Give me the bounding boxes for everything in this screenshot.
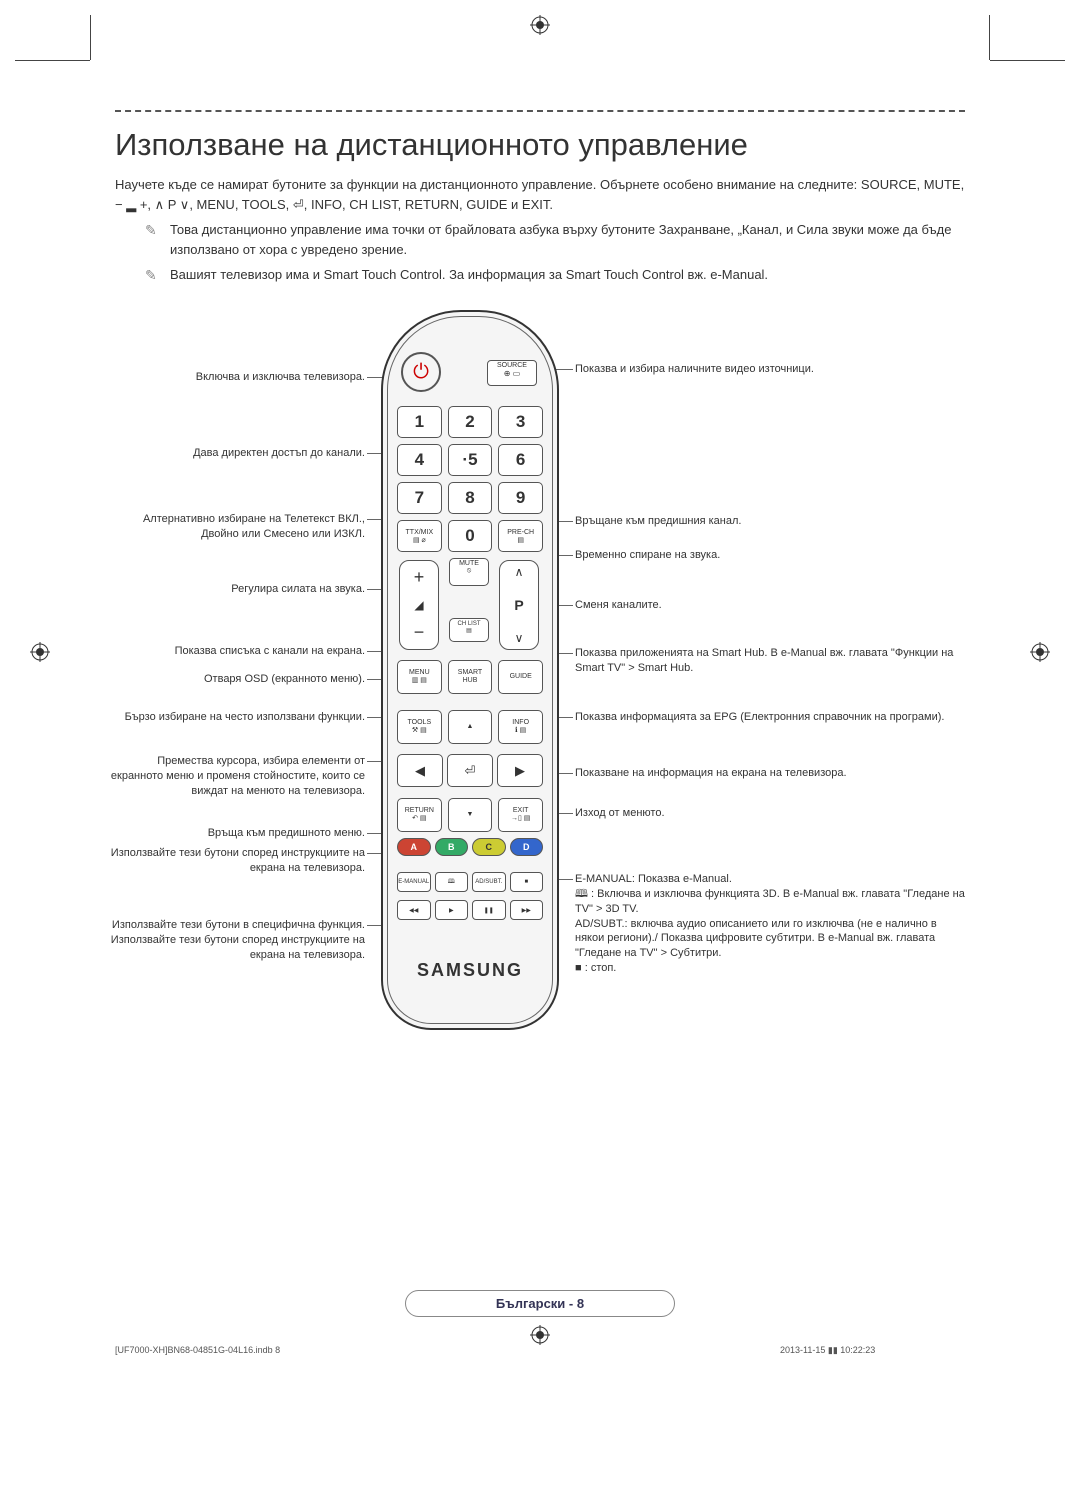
menu-button: MENU▥ ▤ [397, 660, 442, 694]
callout-chlist: Показва списъка с канали на екрана. [105, 644, 365, 659]
callout-source: Показва и избира наличните видео източни… [575, 362, 965, 377]
crop-mark [990, 60, 1065, 61]
callout-volume: Регулира силата на звука. [105, 582, 365, 597]
callout-exit: Изход от менюто. [575, 806, 965, 821]
crop-mark [970, 15, 990, 60]
power-button: ⏻ [401, 352, 441, 392]
num-4: 4 [397, 444, 442, 476]
bullet-1: Това дистанционно управление има точки о… [115, 220, 965, 259]
remote-control: ⏻ SOURCE⊕ ▭ 1 2 3 4 ·5 6 7 8 9 TTX/MIX▤ … [381, 310, 559, 1030]
emanual-button: E-MANUAL [397, 872, 431, 892]
button-d: D [510, 838, 544, 856]
number-pad: 1 2 3 4 ·5 6 7 8 9 TTX/MIX▤ ⌀ 0 PRE-CH▤ [397, 406, 543, 552]
callout-info: Показване на информация на екрана на тел… [575, 766, 965, 781]
num-2: 2 [448, 406, 493, 438]
pause-button: ❚❚ [472, 900, 506, 920]
num-3: 3 [498, 406, 543, 438]
tools-row: TOOLS⚒ ▤ ▲ INFOℹ ▤ [397, 710, 543, 744]
callout-menu: Отваря OSD (екранното меню). [105, 672, 365, 687]
printer-mark-top [530, 15, 550, 35]
printer-mark-right [1030, 642, 1050, 662]
return-button: RETURN↶ ▤ [397, 798, 442, 832]
callout-playback: Използвайте тези бутони в специфична фун… [105, 918, 365, 963]
info-button: INFOℹ ▤ [498, 710, 543, 744]
callout-mute: Временно спиране на звука. [575, 548, 965, 563]
3d-button: 🕮 [435, 872, 469, 892]
right-button: ▶ [497, 754, 543, 787]
callout-power: Включва и изключва телевизора. [105, 370, 365, 385]
return-row: RETURN↶ ▤ ▼ EXIT→▯ ▤ [397, 798, 543, 832]
callout-tools: Бързо избиране на често използвани функц… [105, 710, 365, 725]
adsubt-button: AD/SUBT. [472, 872, 506, 892]
menu-row: MENU▥ ▤ SMARTHUB GUIDE [397, 660, 543, 694]
smarthub-button: SMARTHUB [448, 660, 493, 694]
callout-abcd: Използвайте тези бутони според инструкци… [105, 846, 365, 876]
page-title: Използване на дистанционното управление [115, 127, 965, 163]
callout-return: Връща към предишното меню. [105, 826, 365, 841]
tools-button: TOOLS⚒ ▤ [397, 710, 442, 744]
button-c: C [472, 838, 506, 856]
divider [115, 110, 965, 112]
printer-mark-left [30, 642, 50, 662]
printer-mark-bottom [530, 1325, 550, 1345]
num-0: 0 [448, 520, 493, 552]
prech-button: PRE-CH▤ [498, 520, 543, 552]
crop-mark [90, 15, 110, 60]
num-8: 8 [448, 482, 493, 514]
callout-prech: Връщане към предишния канал. [575, 514, 965, 529]
remote-diagram: Включва и изключва телевизора. Дава дире… [105, 310, 975, 1040]
rewind-button: ◀◀ [397, 900, 431, 920]
channel-rocker: ∧P∨ [499, 560, 539, 650]
up-button: ▲ [448, 710, 493, 744]
samsung-logo: SAMSUNG [381, 960, 559, 981]
left-button: ◀ [397, 754, 443, 787]
extra-row-1: E-MANUAL 🕮 AD/SUBT. ■ [397, 872, 543, 892]
bullet-2: Вашият телевизор има и Smart Touch Contr… [115, 265, 965, 285]
callout-smarthub: Показва приложенията на Smart Hub. В e-M… [575, 646, 965, 676]
intro-text: Научете къде се намират бутоните за функ… [115, 175, 965, 214]
button-b: B [435, 838, 469, 856]
page-content: Използване на дистанционното управление … [115, 110, 965, 291]
down-button: ▼ [448, 798, 493, 832]
callout-emanual: E-MANUAL: Показва e-Manual. 🕮 : Включва … [575, 872, 965, 976]
forward-button: ▶▶ [510, 900, 544, 920]
color-buttons: A B C D [397, 838, 543, 856]
play-button: ▶ [435, 900, 469, 920]
guide-button: GUIDE [498, 660, 543, 694]
ttx-button: TTX/MIX▤ ⌀ [397, 520, 442, 552]
chlist-button: CH LIST▤ [449, 618, 489, 642]
num-1: 1 [397, 406, 442, 438]
exit-button: EXIT→▯ ▤ [498, 798, 543, 832]
volume-rocker: +◢− [399, 560, 439, 650]
callout-cursor: Премества курсора, избира елементи от ек… [105, 754, 365, 799]
callout-ttx: Алтернативно избиране на Телетекст ВКЛ.,… [105, 512, 365, 542]
meta-left: [UF7000-XH]BN68-04851G-04L16.indb 8 [115, 1345, 280, 1355]
button-a: A [397, 838, 431, 856]
num-7: 7 [397, 482, 442, 514]
source-button: SOURCE⊕ ▭ [487, 360, 537, 386]
mute-button: MUTE⦸ [449, 558, 489, 586]
page-footer: Български - 8 [115, 1290, 965, 1317]
page-number: Български - 8 [405, 1290, 675, 1317]
meta-right: 2013-11-15 ▮▮ 10:22:23 [780, 1345, 965, 1356]
callout-guide: Показва информацията за EPG (Електронния… [575, 710, 965, 725]
extra-row-2: ◀◀ ▶ ❚❚ ▶▶ [397, 900, 543, 920]
callout-channel: Сменя каналите. [575, 598, 965, 613]
num-5: ·5 [448, 444, 493, 476]
num-9: 9 [498, 482, 543, 514]
enter-button: ⏎ [447, 754, 493, 787]
num-6: 6 [498, 444, 543, 476]
callout-numbers: Дава директен достъп до канали. [105, 446, 365, 461]
stop-button: ■ [510, 872, 544, 892]
crop-mark [15, 60, 90, 61]
